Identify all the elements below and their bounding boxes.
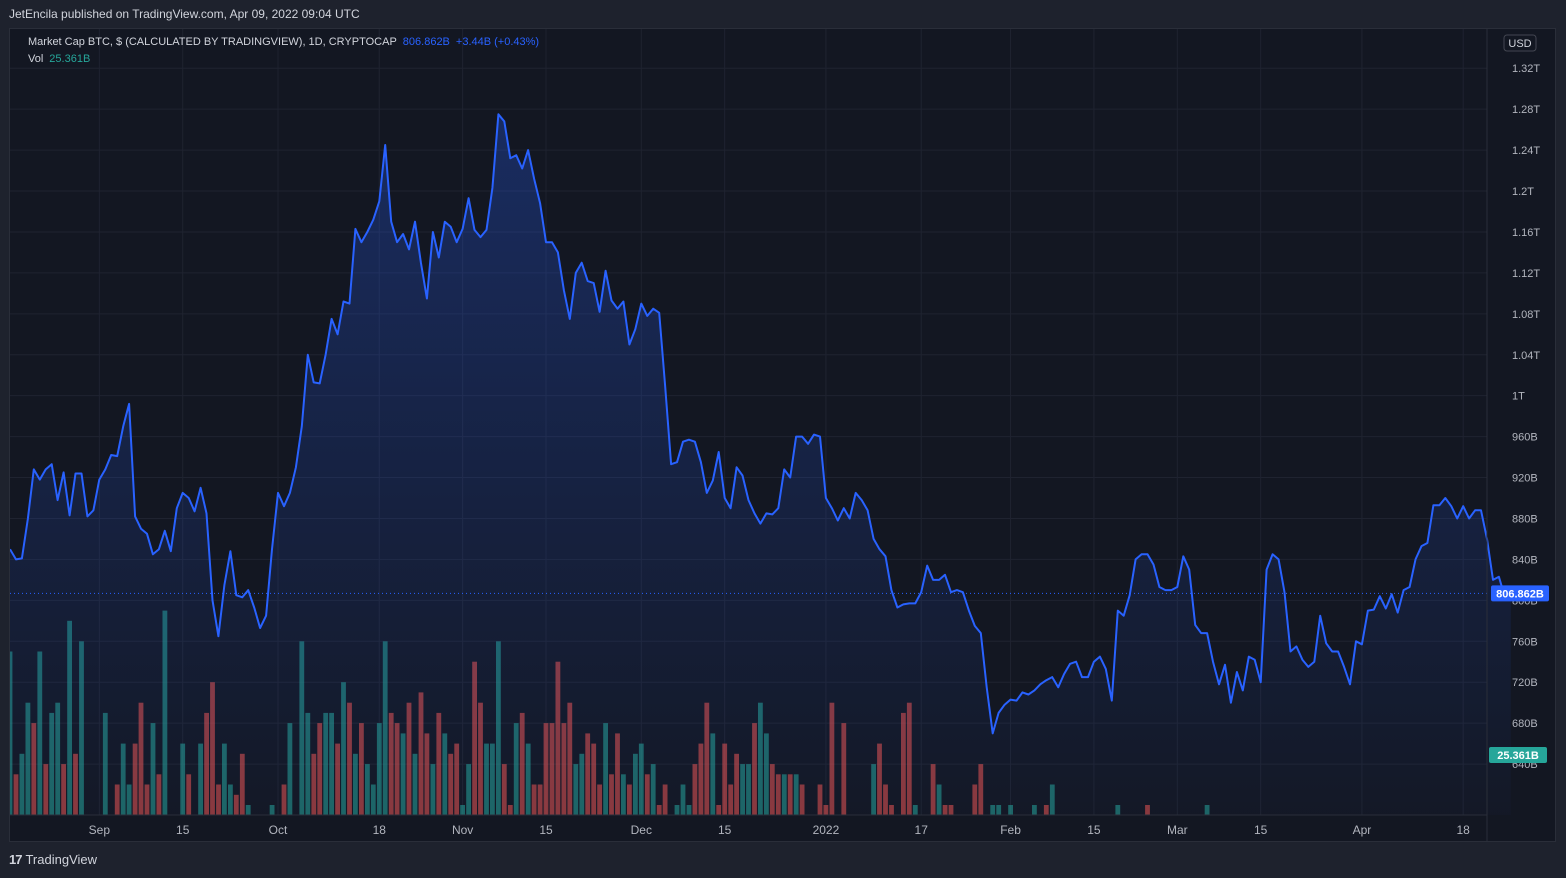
y-tick-label: 1.24T [1512, 145, 1540, 157]
legend-last-value: 806.862B [402, 36, 450, 48]
x-tick-label: 18 [1456, 823, 1470, 837]
x-tick-label: Sep [89, 823, 111, 837]
y-tick-label: 960B [1512, 432, 1538, 444]
y-tick-label: 1.12T [1512, 268, 1540, 280]
x-tick-label: Mar [1167, 823, 1188, 837]
time-axis[interactable]: Sep 15 Oct 18 Nov 15 Dec 15 2022 17 Feb 15 Mar 15 Apr 1… [89, 823, 1471, 837]
main-series-legend[interactable]: Market Cap BTC, $ (CALCULATED BY TRADING… [28, 36, 545, 48]
y-tick-label: 760B [1512, 636, 1538, 648]
volume-label: Vol [28, 53, 44, 65]
tradingview-brand: TradingView [25, 852, 98, 867]
last-price-tag: 806.862B [1491, 585, 1549, 602]
y-tick-label: 1.2T [1512, 186, 1534, 198]
y-tick-label: 1T [1512, 391, 1525, 403]
x-tick-label: 18 [373, 823, 387, 837]
x-tick-label: Oct [269, 823, 288, 837]
volume-value: 25.361B [49, 53, 91, 65]
y-tick-label: 840B [1512, 554, 1538, 566]
legend-symbol: Market Cap BTC, $ (CALCULATED BY TRADING… [28, 36, 397, 48]
last-volume-tag: 25.361B [1489, 747, 1547, 763]
y-tick-label: 1.04T [1512, 350, 1540, 362]
volume-legend[interactable]: Vol 25.361B [28, 53, 96, 65]
publisher-caption: JetEncila published on TradingView.com, … [9, 7, 360, 21]
x-tick-label: 15 [1254, 823, 1268, 837]
price-area-fill [10, 114, 1511, 816]
x-tick-label: 15 [1087, 823, 1101, 837]
svg-text:25.361B: 25.361B [1497, 750, 1539, 762]
y-tick-label: 680B [1512, 718, 1538, 730]
x-tick-label: 15 [176, 823, 190, 837]
x-tick-label: 15 [718, 823, 732, 837]
currency-label[interactable]: USD [1503, 34, 1537, 52]
price-chart[interactable]: 640B680B720B760B800B840B880B920B960B1T1.… [10, 29, 1555, 841]
x-tick-label: 2022 [813, 823, 840, 837]
legend-change: +3.44B (+0.43%) [455, 36, 540, 48]
svg-text:USD: USD [1508, 38, 1531, 50]
x-tick-label: 15 [539, 823, 553, 837]
price-axis[interactable]: 640B680B720B760B800B840B880B920B960B1T1.… [1512, 63, 1540, 771]
x-tick-label: Apr [1353, 823, 1372, 837]
y-tick-label: 1.08T [1512, 309, 1540, 321]
y-tick-label: 1.32T [1512, 63, 1540, 75]
tradingview-logo-icon: 17 [9, 852, 23, 867]
chart-panel[interactable]: 640B 680B 720B 760B 800B 840B 880B 920B 960B 1T 1.… [9, 28, 1556, 842]
y-tick-label: 720B [1512, 677, 1538, 689]
y-tick-label: 1.28T [1512, 104, 1540, 116]
y-tick-label: 920B [1512, 473, 1538, 485]
y-tick-label: 880B [1512, 513, 1538, 525]
x-tick-label: Nov [452, 823, 473, 837]
x-tick-label: 17 [915, 823, 929, 837]
x-tick-label: Feb [1000, 823, 1021, 837]
x-tick-label: Dec [631, 823, 652, 837]
tradingview-logo[interactable]: 17 TradingView [9, 852, 97, 867]
y-tick-label: 1.16T [1512, 227, 1540, 239]
price-line [10, 113, 1512, 735]
svg-text:806.862B: 806.862B [1496, 588, 1544, 600]
